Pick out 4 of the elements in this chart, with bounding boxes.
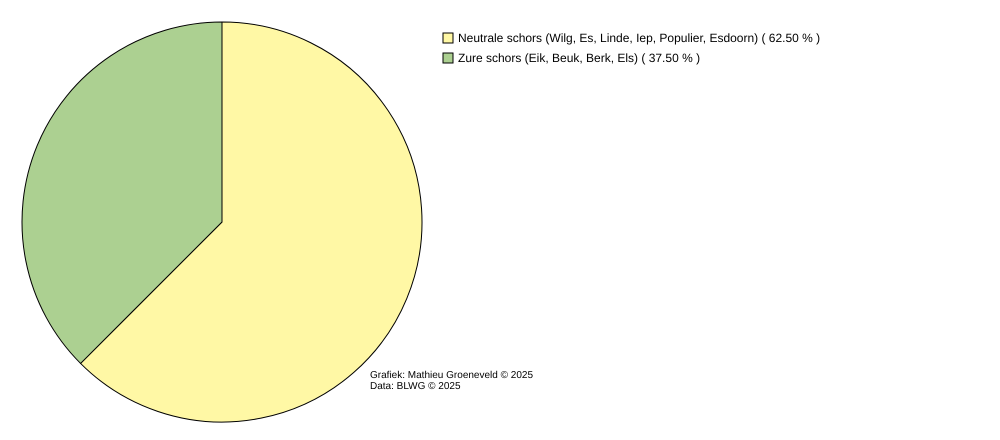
- text: Data: BLWG © 2025: [370, 381, 462, 392]
- legend-label: Neutrale schors (Wilg, Es, Linde, Iep, Populier, Esdoorn) ( 62.50 % ): [458, 31, 820, 45]
- text: Grafiek: Mathieu Groeneveld © 2025: [370, 370, 534, 381]
- legend-label: Zure schors (Eik, Beuk, Berk, Els) ( 37.50 % ): [458, 51, 700, 65]
